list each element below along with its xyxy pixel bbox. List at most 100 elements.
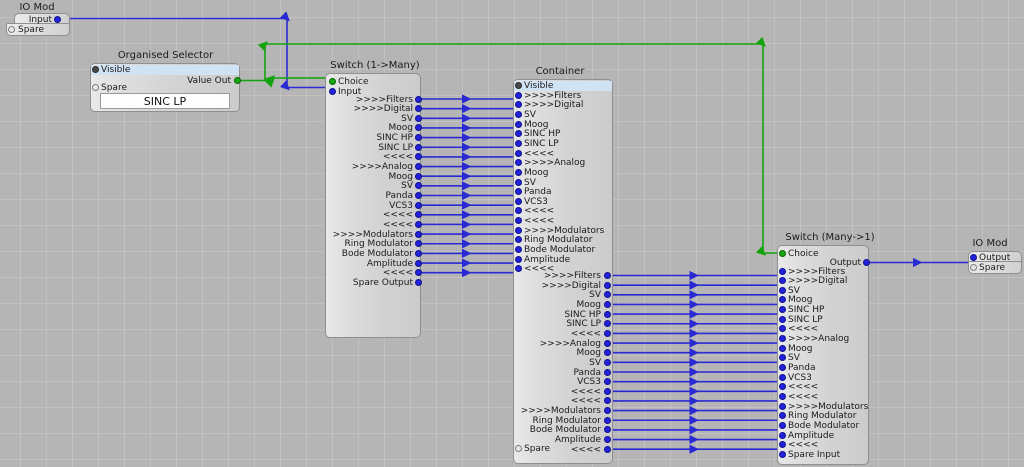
switch-1m-output-port-1[interactable] <box>415 105 422 113</box>
switch-m1-input-port-2[interactable] <box>779 286 786 294</box>
switch-1m-input-port-1[interactable] <box>329 87 336 95</box>
switch-1m-output-port-11[interactable] <box>415 201 422 209</box>
container-input-port-5[interactable] <box>515 130 522 138</box>
node-body[interactable] <box>513 79 613 464</box>
container-port-spare[interactable] <box>515 445 522 452</box>
container-output-port-17[interactable] <box>604 436 611 444</box>
switch-1m-input-port-0[interactable] <box>329 78 336 85</box>
container-output-port-4[interactable] <box>604 310 611 318</box>
container-input-port-9[interactable] <box>515 168 522 176</box>
switch-1m-output-port-16[interactable] <box>415 249 422 257</box>
container-output-port-11[interactable] <box>604 378 611 386</box>
container-input-port-17[interactable] <box>515 246 522 254</box>
container-output-port-16[interactable] <box>604 426 611 434</box>
container-input-port-12[interactable] <box>515 197 522 205</box>
switch-1m-output-port-10[interactable] <box>415 192 422 199</box>
container-output-port-2[interactable] <box>604 291 611 299</box>
selector-value-field[interactable]: SINC LP <box>100 93 230 109</box>
node-body[interactable] <box>777 245 869 465</box>
switch-1m-output-port-17[interactable] <box>415 259 422 267</box>
container-input-port-18[interactable] <box>515 255 522 263</box>
container-input-port-15[interactable] <box>515 226 522 234</box>
container-input-port-16[interactable] <box>515 236 522 244</box>
switch-m1-input-port-16[interactable] <box>779 421 786 429</box>
io-in-port-input[interactable] <box>54 16 61 23</box>
switch-m1-input-port-9[interactable] <box>779 354 786 362</box>
container-input-port-0[interactable] <box>515 82 522 89</box>
container-output-port-1[interactable] <box>604 281 611 289</box>
container-input-port-8[interactable] <box>515 159 522 167</box>
container-output-port-3[interactable] <box>604 300 611 308</box>
container-row-visible[interactable] <box>514 81 612 91</box>
io-out-port-spare[interactable] <box>970 264 977 271</box>
container-output-port-9[interactable] <box>604 358 611 366</box>
switch-1m-output-port-3[interactable] <box>415 124 422 132</box>
container-output-port-12[interactable] <box>604 387 611 395</box>
switch-1m-output-port-4[interactable] <box>415 134 422 142</box>
switch-1m-output-port-5[interactable] <box>415 143 422 151</box>
switch-m1-input-port-7[interactable] <box>779 335 786 343</box>
container-output-port-10[interactable] <box>604 368 611 376</box>
switch-m1-input-port-3[interactable] <box>779 296 786 304</box>
selector-port-visible[interactable] <box>92 66 99 73</box>
container-input-port-4[interactable] <box>515 120 522 128</box>
switch-m1-input-port-5[interactable] <box>779 315 786 323</box>
selector-port-value-out[interactable] <box>234 77 241 84</box>
switch-1m-output-port-8[interactable] <box>415 172 422 180</box>
switch-1m-output-port-15[interactable] <box>415 240 422 248</box>
switch-m1-input-port-0[interactable] <box>779 267 786 275</box>
switch-1m-output-port-0[interactable] <box>415 95 422 103</box>
switch-m1-input-port-4[interactable] <box>779 306 786 314</box>
switch-1m-output-port-13[interactable] <box>415 220 422 228</box>
switch-1m-output-port-9[interactable] <box>415 182 422 190</box>
switch-1m-output-port-18[interactable] <box>415 269 422 277</box>
switch-m1-input-port-8[interactable] <box>779 344 786 352</box>
switch-1m-output-port-19[interactable] <box>415 278 422 286</box>
switch-m1-input-port-12[interactable] <box>779 383 786 391</box>
container-input-port-2[interactable] <box>515 101 522 109</box>
container-input-port-13[interactable] <box>515 207 522 215</box>
container-output-port-8[interactable] <box>604 349 611 357</box>
switch-m1-input-port-17[interactable] <box>779 431 786 439</box>
switch-1m-output-port-12[interactable] <box>415 211 422 219</box>
switch-m1-input-port-11[interactable] <box>779 373 786 381</box>
container-input-port-7[interactable] <box>515 149 522 157</box>
switch-m1-input-port-18[interactable] <box>779 441 786 449</box>
selector-port-spare[interactable] <box>92 84 99 91</box>
switch-m1-port-output[interactable] <box>863 259 870 266</box>
container-input-port-3[interactable] <box>515 110 522 118</box>
switch-1m-output-port-14[interactable] <box>415 230 422 238</box>
container-output-port-18[interactable] <box>604 445 611 453</box>
switch-m1-input-port-10[interactable] <box>779 364 786 371</box>
container-input-port-11[interactable] <box>515 188 522 196</box>
switch-m1-input-port-19[interactable] <box>779 450 786 458</box>
node-body[interactable] <box>325 73 421 338</box>
container-input-port-1[interactable] <box>515 91 522 99</box>
container-input-port-14[interactable] <box>515 217 522 225</box>
node-body-secondary[interactable] <box>6 23 70 36</box>
switch-m1-input-port-1[interactable] <box>779 277 786 285</box>
container-output-port-6[interactable] <box>604 329 611 337</box>
switch-m1-input-port-14[interactable] <box>779 402 786 410</box>
switch-1m-output-port-7[interactable] <box>415 163 422 171</box>
container-output-port-14[interactable] <box>604 407 611 415</box>
container-input-port-6[interactable] <box>515 139 522 147</box>
container-input-label-14: <<<< <box>524 216 555 227</box>
io-out-port-output[interactable] <box>970 254 977 261</box>
selector-row-visible[interactable] <box>91 65 239 75</box>
container-input-port-10[interactable] <box>515 178 522 186</box>
node-body-secondary[interactable] <box>968 261 1022 274</box>
switch-m1-input-port-6[interactable] <box>779 325 786 333</box>
container-input-port-19[interactable] <box>515 265 522 273</box>
switch-1m-output-port-6[interactable] <box>415 153 422 161</box>
container-output-port-15[interactable] <box>604 416 611 424</box>
switch-m1-port-choice[interactable] <box>779 250 786 257</box>
switch-1m-output-port-2[interactable] <box>415 114 422 122</box>
container-output-port-5[interactable] <box>604 320 611 328</box>
switch-m1-input-port-13[interactable] <box>779 392 786 400</box>
io-in-port-spare[interactable] <box>8 26 15 33</box>
container-output-port-0[interactable] <box>604 272 611 279</box>
container-output-port-7[interactable] <box>604 339 611 347</box>
container-output-port-13[interactable] <box>604 397 611 405</box>
switch-m1-input-port-15[interactable] <box>779 412 786 420</box>
